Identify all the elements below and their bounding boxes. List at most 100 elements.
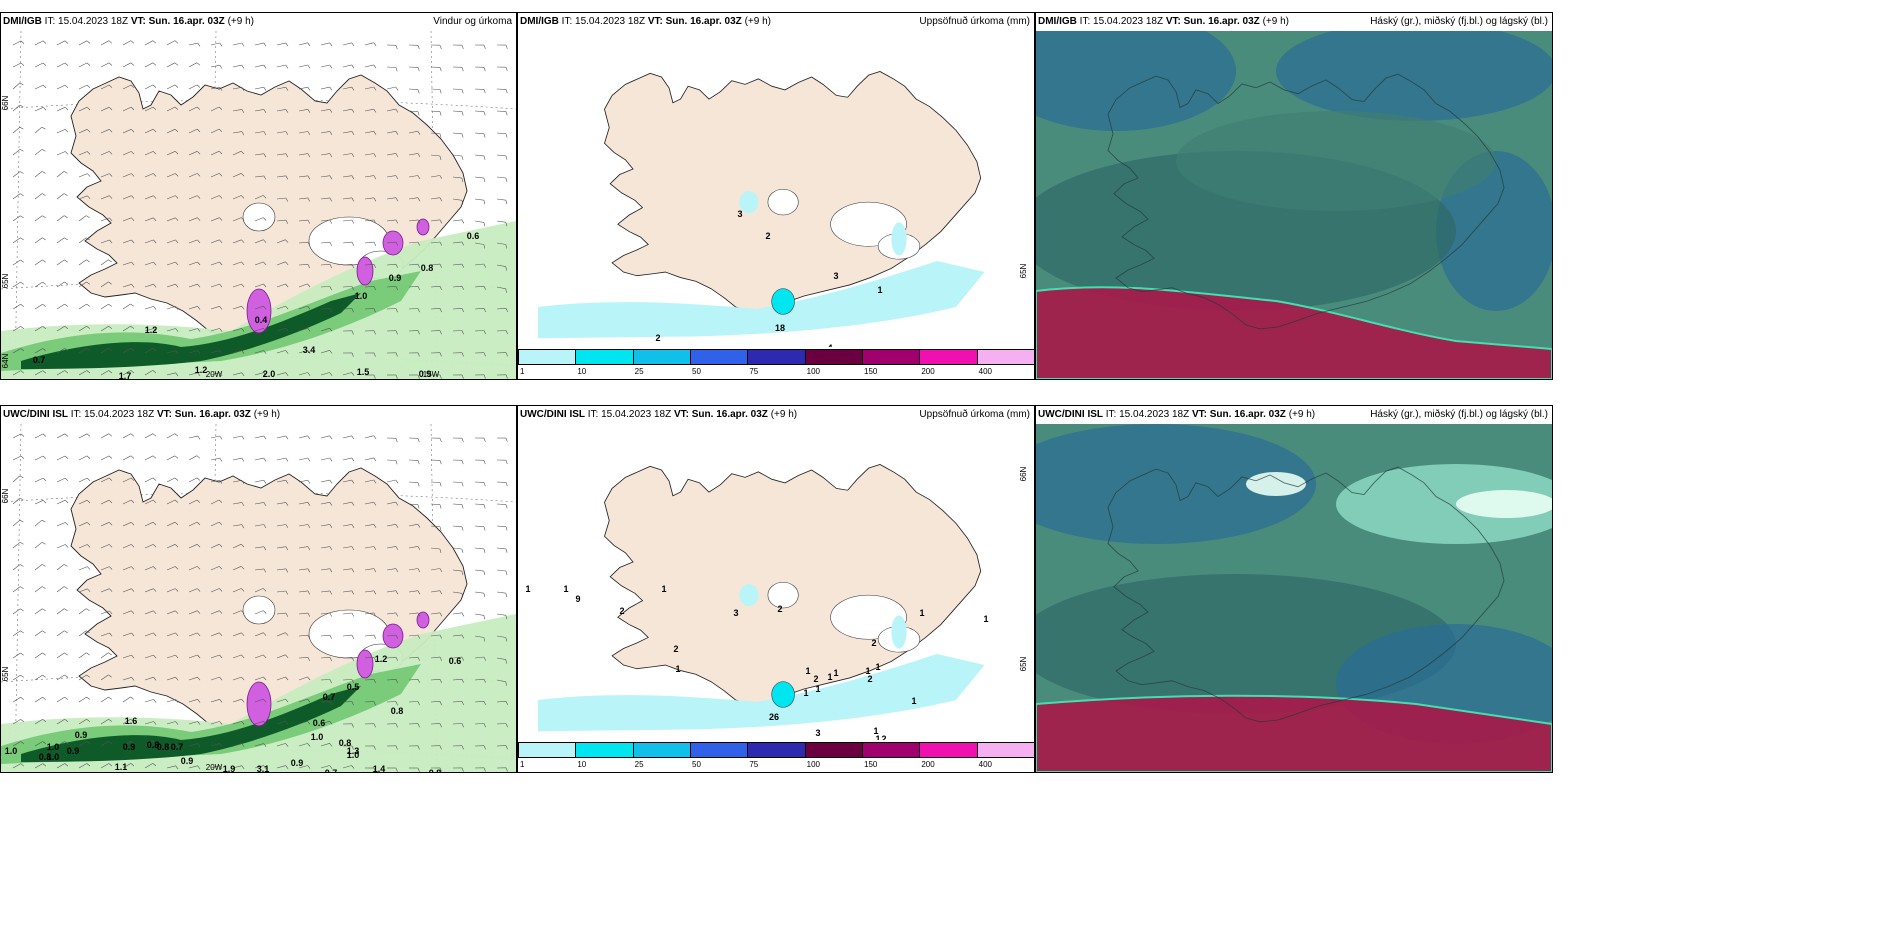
wind-barb xyxy=(307,305,311,310)
wind-barb xyxy=(276,632,286,637)
wind-barb xyxy=(19,519,24,523)
wind-barb xyxy=(86,325,90,329)
map-area[interactable] xyxy=(1036,31,1552,379)
wind-barb xyxy=(342,657,353,659)
value-label: 1.6 xyxy=(125,716,138,726)
wind-barb xyxy=(351,723,354,728)
wind-barb xyxy=(210,239,220,244)
precip-area xyxy=(739,191,759,214)
colorbar-tick: 10 xyxy=(577,760,587,769)
wind-barb xyxy=(483,286,486,290)
wind-barb xyxy=(430,241,440,244)
wind-barb xyxy=(496,569,506,572)
wind-barb xyxy=(166,261,176,266)
wind-barb xyxy=(34,40,44,46)
wind-barb xyxy=(263,588,267,592)
graticule-line xyxy=(14,31,22,379)
wind-barb xyxy=(496,723,507,725)
wind-barb xyxy=(364,479,374,483)
value-label: 0.5 xyxy=(347,682,360,692)
wind-barb xyxy=(152,741,156,744)
wind-barb xyxy=(218,173,223,177)
wind-barb xyxy=(232,109,242,112)
value-label: 0.8 xyxy=(157,742,170,752)
wind-barb xyxy=(329,286,332,291)
wind-barb xyxy=(108,281,112,285)
wind-barb xyxy=(386,263,397,266)
wind-barb xyxy=(131,151,135,155)
wind-barb xyxy=(461,612,465,617)
wind-barb xyxy=(232,480,242,483)
wind-barb xyxy=(263,131,267,136)
value-label: 3 xyxy=(815,728,820,738)
wind-barb xyxy=(386,679,397,681)
wind-barb xyxy=(56,303,65,310)
wind-barb xyxy=(320,327,330,332)
wind-barb xyxy=(64,84,69,89)
map-area[interactable]: 3231218465N xyxy=(518,31,1034,347)
wind-barb xyxy=(307,480,311,484)
map-area[interactable] xyxy=(1036,424,1552,772)
map-area[interactable]: 1 1 9 2 1 3 2 2 1 1 2 1 1 1 1 2 1 26 1 2 3 1 1 1 1 2 1 66N 65N xyxy=(518,424,1034,740)
wind-barb xyxy=(285,546,289,551)
wind-barb xyxy=(263,721,267,725)
wind-barb xyxy=(408,634,418,637)
wind-barb xyxy=(86,370,91,374)
wind-barb xyxy=(320,286,331,288)
value-label: 1 xyxy=(675,664,680,674)
wind-barb xyxy=(461,571,464,576)
wind-barb xyxy=(188,477,198,483)
glacier-outline xyxy=(242,202,276,232)
wind-barb xyxy=(320,546,330,549)
wind-barb xyxy=(461,111,464,116)
wind-barb xyxy=(342,86,352,90)
wind-barb xyxy=(196,521,201,526)
wind-barb xyxy=(152,40,157,44)
wind-barb xyxy=(78,522,88,527)
colorbar-tick: 100 xyxy=(806,760,821,769)
wind-barb xyxy=(474,547,485,550)
wind-barb xyxy=(42,696,46,700)
wind-barb xyxy=(144,217,154,222)
wind-barb xyxy=(188,521,198,527)
wind-barb xyxy=(34,126,43,134)
wind-barb xyxy=(144,544,154,549)
wind-barb xyxy=(42,608,46,612)
map-area[interactable]: 0.6 0.8 0.9 1.0 0.4 1.2 3.4 0.7 1.7 1.2 2.0 1.5 0.9 6… xyxy=(1,31,516,379)
precip-area xyxy=(382,230,404,256)
cloud-layer xyxy=(1036,286,1552,379)
wind-barb xyxy=(254,86,264,90)
latitude-label: 65N xyxy=(1,666,10,681)
wind-barb xyxy=(34,455,44,461)
wind-barb xyxy=(395,264,398,268)
wind-barb xyxy=(408,503,419,505)
map-area[interactable]: 0.6 0.7 0.5 1.2 0.8 0.6 1.0 0.8 1.0 1.6 0.9 1.0 0.9 0… xyxy=(1,424,516,772)
wind-barb xyxy=(56,630,65,637)
wind-barb xyxy=(122,433,132,439)
wind-barb xyxy=(474,242,484,245)
wind-barb xyxy=(483,767,486,772)
wind-barb xyxy=(108,40,113,44)
panel-header: DMI/IGB IT: 15.04.2023 18Z VT: Sun. 16.a… xyxy=(518,13,1034,31)
wind-barb xyxy=(505,526,508,531)
wind-barb xyxy=(329,524,333,528)
panel-title: Vindur og úrkoma xyxy=(433,16,512,27)
wind-barb xyxy=(276,568,286,571)
wind-barb xyxy=(153,699,157,703)
wind-barb xyxy=(342,131,352,134)
wind-barb xyxy=(417,438,420,443)
wind-barb xyxy=(12,455,22,461)
wind-barb xyxy=(64,303,68,307)
wind-barb xyxy=(12,608,21,615)
wind-barb xyxy=(342,64,352,68)
wind-barb xyxy=(417,153,421,157)
wind-barb xyxy=(56,281,65,288)
wind-barb xyxy=(285,743,289,747)
wind-barb xyxy=(34,500,44,505)
value-label: 1 xyxy=(919,608,924,618)
wind-barb xyxy=(144,195,154,200)
wind-barb xyxy=(430,679,441,681)
wind-barb xyxy=(153,610,157,615)
wind-barb xyxy=(34,608,43,615)
wind-barb xyxy=(342,568,352,571)
